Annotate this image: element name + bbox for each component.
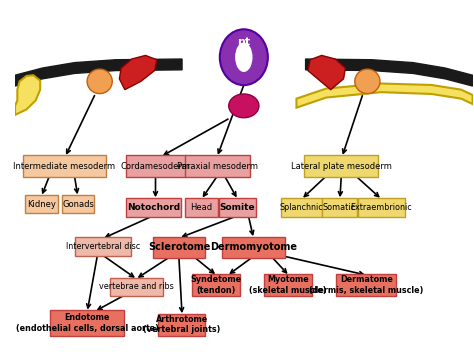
Text: Arthrotome
(vertebral joints): Arthrotome (vertebral joints) bbox=[143, 315, 220, 334]
Text: Dermomyotome: Dermomyotome bbox=[210, 242, 297, 252]
FancyBboxPatch shape bbox=[282, 198, 322, 217]
Text: Kidney: Kidney bbox=[27, 200, 56, 208]
Text: Extraembrionic: Extraembrionic bbox=[351, 203, 412, 212]
FancyBboxPatch shape bbox=[25, 195, 57, 213]
Text: Intermediate mesoderm: Intermediate mesoderm bbox=[13, 162, 115, 171]
Ellipse shape bbox=[87, 69, 112, 94]
FancyBboxPatch shape bbox=[50, 310, 124, 336]
FancyBboxPatch shape bbox=[126, 155, 186, 177]
Polygon shape bbox=[15, 59, 182, 86]
FancyBboxPatch shape bbox=[222, 237, 285, 257]
Text: Endotome
(endothelial cells, dorsal aorta): Endotome (endothelial cells, dorsal aort… bbox=[16, 313, 159, 333]
FancyBboxPatch shape bbox=[185, 155, 250, 177]
Polygon shape bbox=[15, 75, 40, 115]
FancyBboxPatch shape bbox=[153, 237, 205, 257]
Polygon shape bbox=[306, 59, 473, 86]
Text: Myotome
(skeletal muscle): Myotome (skeletal muscle) bbox=[249, 276, 327, 295]
Text: Splanchnic: Splanchnic bbox=[280, 203, 323, 212]
Text: Cordamesoderm: Cordamesoderm bbox=[121, 162, 191, 171]
Text: Lateral plate mesoderm: Lateral plate mesoderm bbox=[291, 162, 392, 171]
Text: Notochord: Notochord bbox=[127, 203, 180, 212]
Text: Somatic: Somatic bbox=[323, 203, 356, 212]
Text: Intervertebral disc: Intervertebral disc bbox=[66, 242, 140, 252]
Ellipse shape bbox=[220, 29, 268, 85]
FancyBboxPatch shape bbox=[158, 314, 205, 336]
FancyBboxPatch shape bbox=[264, 274, 312, 296]
Circle shape bbox=[229, 94, 259, 118]
Text: Gonads: Gonads bbox=[62, 200, 94, 208]
FancyBboxPatch shape bbox=[126, 198, 181, 217]
FancyBboxPatch shape bbox=[336, 274, 396, 296]
Text: vertebrae and ribs: vertebrae and ribs bbox=[99, 282, 173, 291]
FancyBboxPatch shape bbox=[185, 198, 218, 217]
FancyBboxPatch shape bbox=[304, 155, 378, 177]
FancyBboxPatch shape bbox=[192, 274, 240, 296]
FancyBboxPatch shape bbox=[75, 237, 131, 256]
FancyBboxPatch shape bbox=[358, 198, 405, 217]
Text: Paraxial mesoderm: Paraxial mesoderm bbox=[177, 162, 258, 171]
Text: nt: nt bbox=[237, 37, 250, 47]
FancyBboxPatch shape bbox=[110, 278, 163, 296]
FancyBboxPatch shape bbox=[219, 198, 255, 217]
Polygon shape bbox=[296, 83, 473, 108]
FancyBboxPatch shape bbox=[62, 195, 94, 213]
Text: Sclerotome: Sclerotome bbox=[148, 242, 210, 252]
Polygon shape bbox=[308, 56, 346, 90]
Text: Syndetome
(tendon): Syndetome (tendon) bbox=[191, 276, 241, 295]
FancyBboxPatch shape bbox=[322, 198, 357, 217]
Text: Somite: Somite bbox=[219, 203, 255, 212]
Text: Head: Head bbox=[191, 203, 212, 212]
Text: Dermatome
(dermis, skeletal muscle): Dermatome (dermis, skeletal muscle) bbox=[309, 276, 423, 295]
Ellipse shape bbox=[355, 69, 380, 94]
Ellipse shape bbox=[235, 42, 253, 72]
FancyBboxPatch shape bbox=[23, 155, 106, 177]
Polygon shape bbox=[119, 56, 157, 90]
